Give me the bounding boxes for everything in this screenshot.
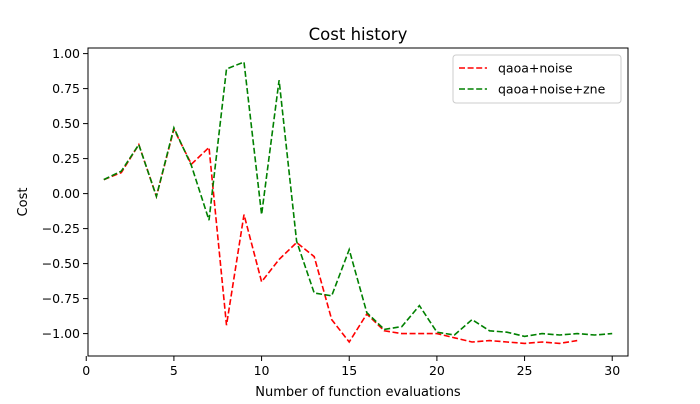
legend: qaoa+noise qaoa+noise+zne: [452, 54, 622, 104]
y-tick-label: −0.25: [42, 221, 80, 236]
x-tick-label: 5: [170, 363, 178, 378]
x-axis: 0 5 10 15 20 25 30: [82, 356, 620, 378]
x-tick-label: 30: [604, 363, 620, 378]
series-line-qaoa-noise: [103, 126, 578, 345]
legend-label: qaoa+noise: [498, 61, 573, 76]
y-tick-label: 0.75: [52, 81, 80, 96]
y-tick-label: −0.50: [42, 256, 80, 271]
y-tick-label: 0.50: [52, 116, 80, 131]
legend-box: [452, 54, 622, 104]
y-axis-label: Cost: [16, 188, 31, 217]
x-tick-label: 25: [517, 363, 533, 378]
y-tick-label: 0.25: [52, 151, 80, 166]
y-tick-label: −0.75: [42, 291, 80, 306]
y-tick-label: −1.00: [42, 326, 80, 341]
legend-label: qaoa+noise+zne: [498, 82, 606, 97]
y-tick-label: 0.00: [52, 186, 80, 201]
series-line-qaoa-noise-zne: [103, 60, 613, 338]
chart-title: Cost history: [309, 25, 408, 44]
y-axis: −1.00 −0.75 −0.50 −0.25 0.00 0.25 0.50 0.75 1.00: [42, 46, 88, 341]
series-layer: [103, 60, 613, 345]
axes-frame: [87, 47, 629, 357]
x-tick-label: 20: [429, 363, 445, 378]
x-tick-label: 15: [341, 363, 357, 378]
x-axis-label: Number of function evaluations: [255, 385, 461, 400]
x-tick-label: 10: [254, 363, 270, 378]
x-tick-label: 0: [82, 363, 90, 378]
y-tick-label: 1.00: [52, 46, 80, 61]
